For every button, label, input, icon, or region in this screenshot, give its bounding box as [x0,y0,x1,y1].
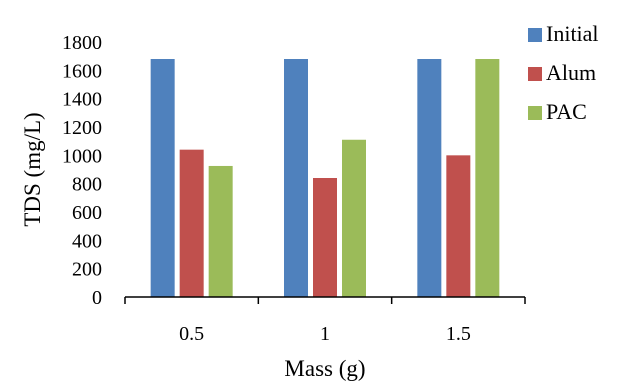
bars [150,59,500,297]
x-tick-label: 0.5 [179,323,204,345]
y-tick-label: 1000 [62,145,102,167]
y-tick-label: 1400 [62,89,102,111]
bar-pac-0.5 [208,165,233,297]
bar-alum-1 [313,178,337,297]
legend-label-initial: Initial [546,21,599,46]
bar-initial-1 [284,59,308,297]
x-tick-label: 1 [320,323,330,345]
y-tick-label: 200 [72,259,102,281]
legend: Initial Alum PAC [528,21,599,124]
bar-initial-1.5 [417,59,442,297]
y-tick-label: 0 [92,287,102,309]
legend-swatch-pac [528,106,542,120]
legend-label-alum: Alum [546,60,596,85]
y-tick-label: 600 [72,202,102,224]
bar-initial-0.5 [150,59,175,297]
x-axis-ticks: 0.5 1 1.5 [124,297,526,345]
x-axis-title: Mass (g) [284,356,365,381]
bar-alum-1.5 [446,155,471,297]
y-tick-label: 800 [72,174,102,196]
bar-alum-0.5 [179,149,204,297]
bar-pac-1 [342,139,366,297]
y-tick-label: 1800 [62,32,102,54]
y-tick-label: 1600 [62,60,102,82]
y-axis-ticks: 0 200 400 600 800 1000 1200 1400 1600 1800 [62,32,102,309]
legend-swatch-initial [528,28,542,42]
bar-pac-1.5 [475,59,500,297]
legend-label-pac: PAC [546,99,587,124]
x-tick-label: 1.5 [446,323,471,345]
y-axis-title: TDS (mg/L) [20,112,45,226]
legend-swatch-alum [528,67,542,81]
y-tick-label: 1200 [62,117,102,139]
y-tick-label: 400 [72,230,102,252]
